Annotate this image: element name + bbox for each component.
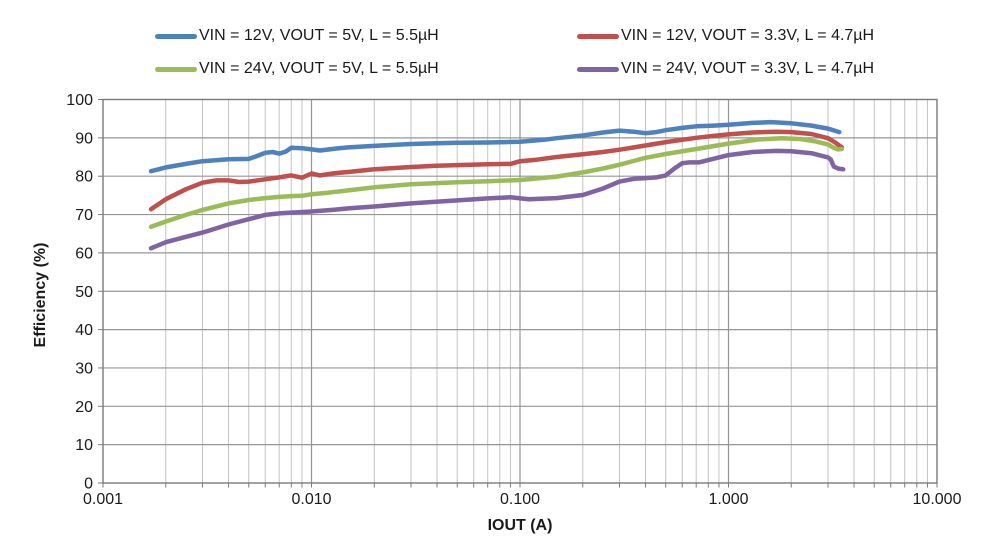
y-tick-label: 30 xyxy=(75,360,93,377)
x-tick-label: 0.001 xyxy=(83,491,123,508)
series-line-2 xyxy=(148,135,845,230)
legend-label: VIN = 24V, VOUT = 5V, L = 5.5µH xyxy=(199,60,439,77)
series-line-1 xyxy=(148,129,845,212)
legend-item-1: VIN = 12V, VOUT = 3.3V, L = 4.7µH xyxy=(577,27,874,45)
legend-swatch-icon xyxy=(155,66,197,72)
legend-item-3: VIN = 24V, VOUT = 3.3V, L = 4.7µH xyxy=(577,60,874,78)
x-tick-label: 10.000 xyxy=(913,491,962,508)
x-tick-label: 0.010 xyxy=(291,491,331,508)
series-line-3 xyxy=(148,148,846,251)
y-tick-label: 50 xyxy=(75,284,93,301)
y-tick-label: 40 xyxy=(75,322,93,339)
y-tick-label: 20 xyxy=(75,399,93,416)
y-tick-label: 60 xyxy=(75,245,93,262)
legend-swatch-icon xyxy=(577,66,619,72)
y-axis-title: Efficiency (%) xyxy=(32,242,49,348)
legend-swatch-icon xyxy=(155,33,197,39)
series-line-0 xyxy=(148,119,842,174)
x-tick-label: 1.000 xyxy=(708,491,748,508)
legend-item-0: VIN = 12V, VOUT = 5V, L = 5.5µH xyxy=(155,27,439,45)
y-tick-label: 0 xyxy=(84,476,93,493)
y-tick-label: 100 xyxy=(66,92,93,109)
x-tick-label: 0.100 xyxy=(500,491,540,508)
y-tick-label: 70 xyxy=(75,207,93,224)
legend-item-2: VIN = 24V, VOUT = 5V, L = 5.5µH xyxy=(155,60,439,78)
legend-swatch-icon xyxy=(577,33,619,39)
y-tick-label: 10 xyxy=(75,437,93,454)
legend-label: VIN = 12V, VOUT = 3.3V, L = 4.7µH xyxy=(621,27,875,44)
x-axis-title: IOUT (A) xyxy=(487,517,553,534)
y-tick-label: 90 xyxy=(75,130,93,147)
legend-label: VIN = 24V, VOUT = 3.3V, L = 4.7µH xyxy=(621,60,875,77)
y-tick-label: 80 xyxy=(75,169,93,186)
legend-label: VIN = 12V, VOUT = 5V, L = 5.5µH xyxy=(199,27,439,44)
